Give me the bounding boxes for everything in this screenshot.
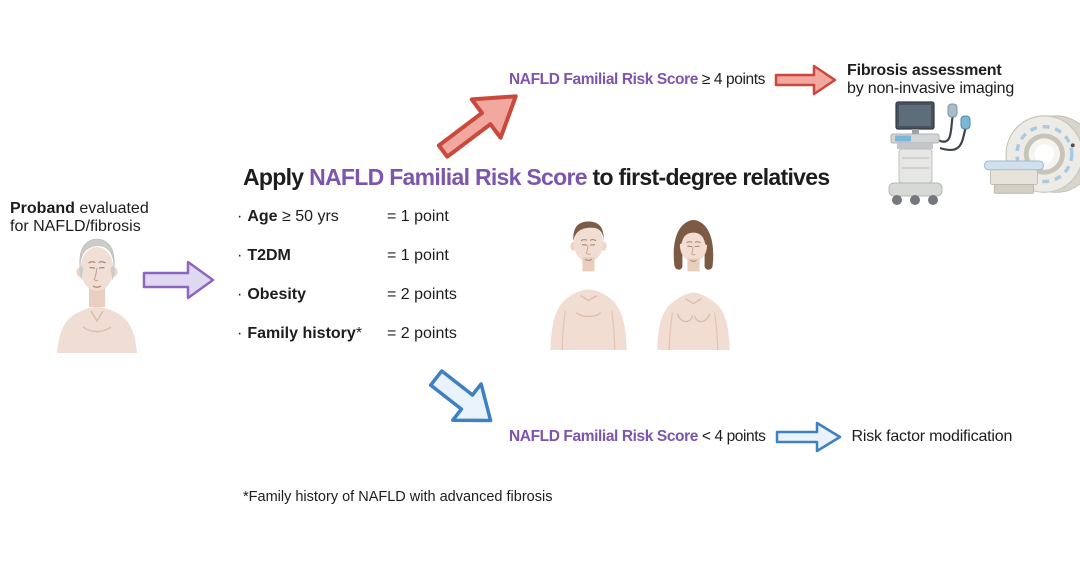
criterion-points: = 2 points xyxy=(387,325,457,342)
proband-label-line1: Proband evaluated xyxy=(10,200,149,218)
bullet-icon: · xyxy=(237,208,243,225)
female-relative-icon xyxy=(657,220,730,351)
imaging-machines xyxy=(882,101,1080,208)
blue-diagonal-down-arrow-icon xyxy=(428,369,493,423)
apply-score-title: Apply NAFLD Familial Risk Score to first… xyxy=(243,164,831,191)
high-branch-outcome: Fibrosis assessment by non-invasive imag… xyxy=(847,62,1014,99)
high-branch-score-label: NAFLD Familial Risk Score xyxy=(509,71,698,88)
score-row-t2dm: · T2DM = 1 point xyxy=(237,246,457,285)
title-pre: Apply xyxy=(243,164,310,190)
bullet-icon: · xyxy=(237,325,243,342)
criterion-label: Age xyxy=(247,208,278,225)
criterion-points: = 1 point xyxy=(387,247,449,264)
title-post: to first-degree relatives xyxy=(586,164,831,190)
red-diagonal-up-arrow-icon xyxy=(436,94,518,159)
risk-factor-modification-label: Risk factor modification xyxy=(851,428,1013,445)
bullet-icon: · xyxy=(237,247,243,264)
title-score-highlight: NAFLD Familial Risk Score xyxy=(309,164,587,190)
criterion-label: T2DM xyxy=(247,247,291,264)
blue-right-arrow-icon xyxy=(775,421,841,453)
proband-label-rest: evaluated xyxy=(74,200,149,217)
ultrasound-machine-icon xyxy=(888,101,971,205)
low-score-branch: NAFLD Familial Risk Score < 4 points Ris… xyxy=(509,415,1012,459)
proband-label-line2: for NAFLD/fibrosis xyxy=(10,218,141,235)
male-relative-icon xyxy=(550,221,627,351)
non-invasive-imaging-label: by non-invasive imaging xyxy=(847,80,1015,97)
low-branch-score-label: NAFLD Familial Risk Score xyxy=(509,428,698,445)
high-branch-condition: ≥ 4 points xyxy=(697,71,766,88)
proband-label: Proband evaluated for NAFLD/fibrosis xyxy=(10,200,149,236)
low-branch-text: NAFLD Familial Risk Score < 4 points xyxy=(509,428,766,446)
purple-right-arrow-icon xyxy=(142,260,215,300)
footnote: *Family history of NAFLD with advanced f… xyxy=(243,489,553,505)
criterion-label: Obesity xyxy=(247,286,307,303)
high-score-branch: NAFLD Familial Risk Score ≥ 4 points Fib… xyxy=(509,58,1014,102)
elderly-person-icon xyxy=(57,238,137,353)
criterion-label: Family history xyxy=(247,325,356,342)
score-row-family-history: · Family history* = 2 points xyxy=(237,324,457,363)
mri-scanner-icon xyxy=(984,115,1080,194)
proband-label-bold: Proband xyxy=(10,200,75,217)
criterion-points: = 1 point xyxy=(387,208,449,225)
criterion-label-rest: * xyxy=(355,325,363,342)
low-branch-condition: < 4 points xyxy=(697,428,766,445)
criterion-label-rest: ≥ 50 yrs xyxy=(277,208,339,225)
score-criteria-list: · Age ≥ 50 yrs = 1 point · T2DM = 1 point … xyxy=(237,207,457,363)
bullet-icon: · xyxy=(237,286,243,303)
relatives-illustrations xyxy=(541,215,741,351)
score-row-obesity: · Obesity = 2 points xyxy=(237,285,457,324)
fibrosis-assessment-label: Fibrosis assessment xyxy=(847,61,1002,79)
red-right-arrow-icon xyxy=(774,64,837,96)
high-branch-text: NAFLD Familial Risk Score ≥ 4 points xyxy=(509,71,765,89)
criterion-points: = 2 points xyxy=(387,286,457,303)
score-row-age: · Age ≥ 50 yrs = 1 point xyxy=(237,207,457,246)
